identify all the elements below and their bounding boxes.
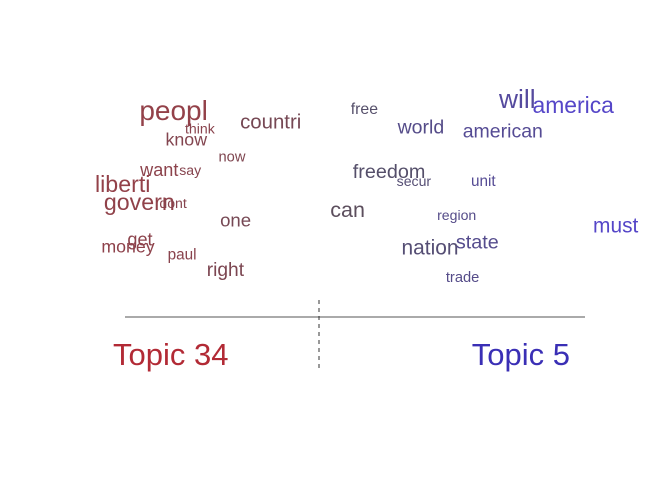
word-money: money xyxy=(101,236,154,256)
word-will: will xyxy=(498,84,536,114)
word-govern: govern xyxy=(104,189,175,215)
word-secur: secur xyxy=(397,173,432,189)
topic-right-label: Topic 5 xyxy=(472,337,570,372)
word-american: american xyxy=(463,121,543,143)
topic-left-label: Topic 34 xyxy=(113,337,228,372)
word-liberti: liberti xyxy=(95,171,150,197)
word-nation: nation xyxy=(402,236,459,259)
word-dont: dont xyxy=(159,195,187,211)
word-can: can xyxy=(330,198,365,222)
word-want: want xyxy=(139,160,178,180)
word-get: get xyxy=(127,230,152,250)
word-world: world xyxy=(397,117,445,139)
word-paul: paul xyxy=(168,246,197,263)
word-say: say xyxy=(179,162,202,178)
word-region: region xyxy=(437,207,476,223)
word-know: know xyxy=(166,130,208,150)
word-countri: countri xyxy=(240,112,301,134)
word-one: one xyxy=(220,210,251,231)
word-america: america xyxy=(532,92,614,118)
word-freedom: freedom xyxy=(353,161,426,183)
word-state: state xyxy=(456,232,499,254)
word-think: think xyxy=(185,121,216,137)
word-must: must xyxy=(593,215,638,238)
word-unit: unit xyxy=(471,173,496,190)
word-now: now xyxy=(219,149,246,165)
word-peopl: peopl xyxy=(139,95,208,126)
word-free: free xyxy=(351,101,378,118)
word-right: right xyxy=(207,260,245,281)
word-trade: trade xyxy=(446,270,479,286)
